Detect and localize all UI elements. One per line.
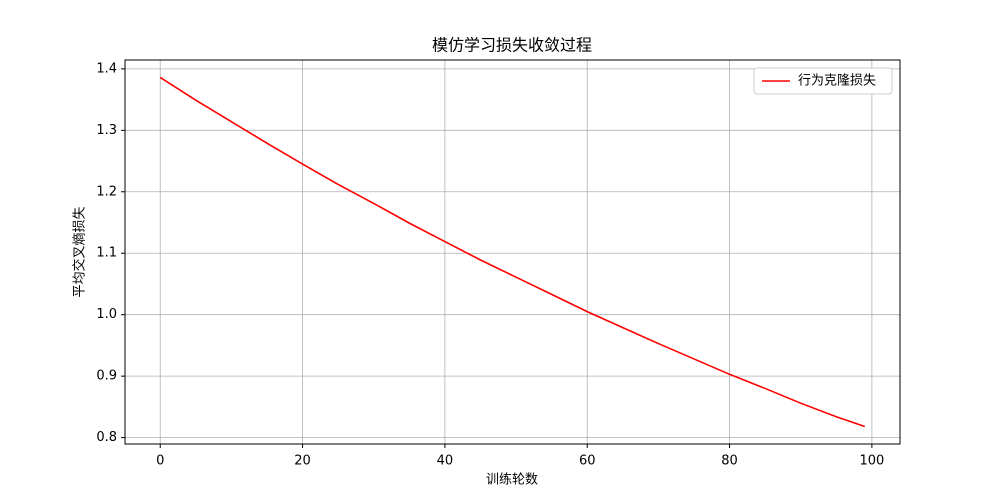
x-axis-label: 训练轮数 (486, 473, 538, 488)
y-tick-label: 1.3 (96, 123, 117, 138)
y-tick-label: 1.0 (96, 307, 117, 322)
x-tick-label: 60 (579, 454, 596, 469)
x-tick-label: 40 (437, 454, 454, 469)
y-tick-label: 1.4 (96, 61, 117, 76)
x-tick-label: 0 (156, 454, 164, 469)
y-tick-label: 1.2 (96, 184, 117, 199)
legend-label: 行为克隆损失 (798, 74, 876, 89)
y-tick-label: 0.9 (96, 369, 117, 384)
line-series (159, 76, 866, 428)
y-tick-label: 1.1 (96, 246, 117, 261)
plot-frame (124, 59, 901, 445)
chart-title: 模仿学习损失收敛过程 (432, 36, 592, 55)
x-tick-label: 80 (721, 454, 738, 469)
x-tick-label: 100 (859, 454, 884, 469)
legend-box (753, 67, 893, 95)
y-axis-label: 平均交叉熵损失 (72, 206, 88, 297)
y-tick-label: 0.8 (96, 430, 117, 445)
x-tick-label: 20 (294, 454, 311, 469)
